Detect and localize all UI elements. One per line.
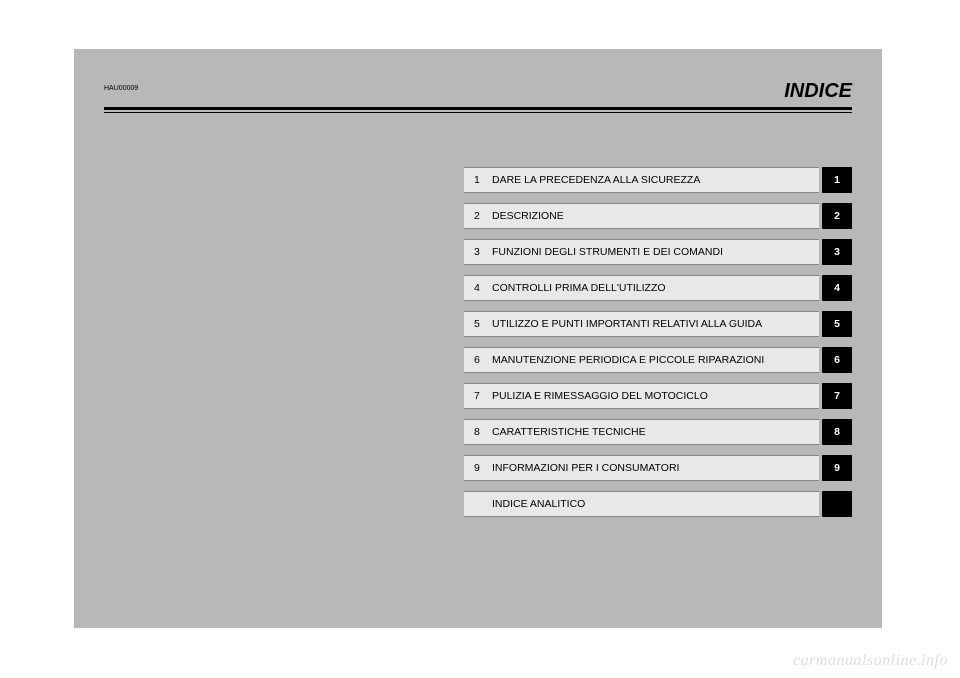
toc-row-number: 7 xyxy=(474,390,492,402)
toc-row-tab: 8 xyxy=(822,419,852,445)
document-code: HAU00009 xyxy=(104,85,852,92)
toc-row-label: DESCRIZIONE xyxy=(492,210,564,222)
toc-row-text: 5 UTILIZZO E PUNTI IMPORTANTI RELATIVI A… xyxy=(464,311,819,337)
toc-row-tab: 3 xyxy=(822,239,852,265)
toc-row: 4 CONTROLLI PRIMA DELL'UTILIZZO 4 xyxy=(464,275,852,301)
toc-row-number: 1 xyxy=(474,174,492,186)
toc-row-number: 4 xyxy=(474,282,492,294)
toc-row-label: UTILIZZO E PUNTI IMPORTANTI RELATIVI ALL… xyxy=(492,318,762,330)
header-divider-thin xyxy=(104,112,852,113)
toc-row: 2 DESCRIZIONE 2 xyxy=(464,203,852,229)
toc-row: 1 DARE LA PRECEDENZA ALLA SICUREZZA 1 xyxy=(464,167,852,193)
toc-row-label: INFORMAZIONI PER I CONSUMATORI xyxy=(492,462,679,474)
toc-row-label: CARATTERISTICHE TECNICHE xyxy=(492,426,646,438)
manual-page: HAU00009 INDICE 1 DARE LA PRECEDENZA ALL… xyxy=(74,49,882,628)
toc-row-label: MANUTENZIONE PERIODICA E PICCOLE RIPARAZ… xyxy=(492,354,764,366)
toc-row: 6 MANUTENZIONE PERIODICA E PICCOLE RIPAR… xyxy=(464,347,852,373)
toc-row: INDICE ANALITICO xyxy=(464,491,852,517)
toc-row-tab: 4 xyxy=(822,275,852,301)
toc-row-label: INDICE ANALITICO xyxy=(492,498,585,510)
toc-row-number: 2 xyxy=(474,210,492,222)
toc-row-text: 8 CARATTERISTICHE TECNICHE xyxy=(464,419,819,445)
table-of-contents: 1 DARE LA PRECEDENZA ALLA SICUREZZA 1 2 … xyxy=(464,167,852,527)
page-title: INDICE xyxy=(784,80,852,103)
toc-row: 7 PULIZIA E RIMESSAGGIO DEL MOTOCICLO 7 xyxy=(464,383,852,409)
toc-row-tab: 5 xyxy=(822,311,852,337)
page-header: HAU00009 INDICE xyxy=(104,85,852,92)
watermark-text: carmanualsonline.info xyxy=(793,652,948,670)
toc-row-number: 8 xyxy=(474,426,492,438)
toc-row-label: PULIZIA E RIMESSAGGIO DEL MOTOCICLO xyxy=(492,390,708,402)
toc-row-text: 9 INFORMAZIONI PER I CONSUMATORI xyxy=(464,455,819,481)
toc-row-number: 9 xyxy=(474,462,492,474)
toc-row-tab: 1 xyxy=(822,167,852,193)
toc-row-tab: 7 xyxy=(822,383,852,409)
toc-row-number: 6 xyxy=(474,354,492,366)
toc-row-text: 4 CONTROLLI PRIMA DELL'UTILIZZO xyxy=(464,275,819,301)
toc-row-tab: 2 xyxy=(822,203,852,229)
toc-row-text: INDICE ANALITICO xyxy=(464,491,819,517)
toc-row-text: 1 DARE LA PRECEDENZA ALLA SICUREZZA xyxy=(464,167,819,193)
toc-row-number: 5 xyxy=(474,318,492,330)
toc-row-text: 3 FUNZIONI DEGLI STRUMENTI E DEI COMANDI xyxy=(464,239,819,265)
toc-row-label: CONTROLLI PRIMA DELL'UTILIZZO xyxy=(492,282,666,294)
toc-row-text: 7 PULIZIA E RIMESSAGGIO DEL MOTOCICLO xyxy=(464,383,819,409)
toc-row: 9 INFORMAZIONI PER I CONSUMATORI 9 xyxy=(464,455,852,481)
toc-row: 3 FUNZIONI DEGLI STRUMENTI E DEI COMANDI… xyxy=(464,239,852,265)
toc-row-label: DARE LA PRECEDENZA ALLA SICUREZZA xyxy=(492,174,700,186)
toc-row: 5 UTILIZZO E PUNTI IMPORTANTI RELATIVI A… xyxy=(464,311,852,337)
toc-row-label: FUNZIONI DEGLI STRUMENTI E DEI COMANDI xyxy=(492,246,723,258)
toc-row-number: 3 xyxy=(474,246,492,258)
toc-row-text: 6 MANUTENZIONE PERIODICA E PICCOLE RIPAR… xyxy=(464,347,819,373)
toc-row-tab: 6 xyxy=(822,347,852,373)
toc-row-tab: 9 xyxy=(822,455,852,481)
header-divider-thick xyxy=(104,107,852,110)
toc-row-tab xyxy=(822,491,852,517)
toc-row-text: 2 DESCRIZIONE xyxy=(464,203,819,229)
toc-row: 8 CARATTERISTICHE TECNICHE 8 xyxy=(464,419,852,445)
